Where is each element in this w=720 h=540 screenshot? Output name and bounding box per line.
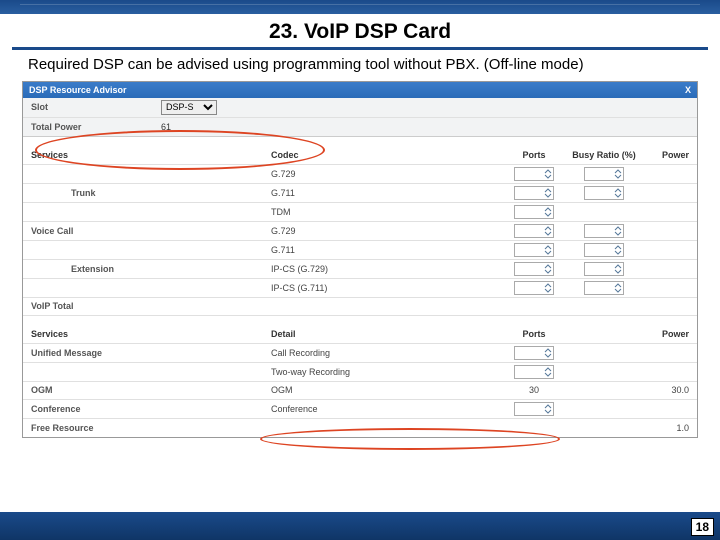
- th-busy: Busy Ratio (%): [569, 150, 639, 160]
- window-titlebar: DSP Resource Advisor X: [23, 82, 697, 98]
- slot-select[interactable]: DSP-S: [161, 100, 217, 115]
- title-underline: [12, 47, 708, 50]
- cell-ogm-ports: 30: [499, 385, 569, 395]
- busy-spinner[interactable]: [584, 224, 624, 238]
- cell-codec: TDM: [271, 207, 499, 217]
- cell-codec: G.729: [271, 226, 499, 236]
- busy-spinner[interactable]: [584, 262, 624, 276]
- busy-spinner[interactable]: [584, 167, 624, 181]
- cell-extension: Extension: [31, 264, 271, 274]
- slide-title: 23. VoIP DSP Card: [0, 14, 720, 47]
- th-services: Services: [31, 150, 271, 160]
- cell-codec: IP-CS (G.729): [271, 264, 499, 274]
- slide-footer-band: [0, 512, 720, 540]
- slide-body-text: Required DSP can be advised using progra…: [0, 56, 720, 81]
- cell-ogm-power: 30.0: [639, 385, 689, 395]
- cell-codec: G.711: [271, 245, 499, 255]
- ports-spinner[interactable]: [514, 365, 554, 379]
- th-codec: Codec: [271, 150, 499, 160]
- th-detail: Detail: [271, 329, 499, 339]
- cell-codec: G.729: [271, 169, 499, 179]
- total-power-label: Total Power: [31, 122, 161, 132]
- cell-free-power: 1.0: [639, 423, 689, 433]
- th-services2: Services: [31, 329, 271, 339]
- cell-codec: IP-CS (G.711): [271, 283, 499, 293]
- cell-free: Free Resource: [31, 423, 271, 433]
- th-ports2: Ports: [499, 329, 569, 339]
- cell-ogm-detail: OGM: [271, 385, 499, 395]
- ports-spinner[interactable]: [514, 281, 554, 295]
- busy-spinner[interactable]: [584, 281, 624, 295]
- ports-spinner[interactable]: [514, 167, 554, 181]
- total-power-value: 61: [161, 122, 261, 132]
- cell-conference-detail: Conference: [271, 404, 499, 414]
- cell-codec: G.711: [271, 188, 499, 198]
- cell-voice-call-label: Voice Call: [31, 226, 271, 236]
- ports-spinner[interactable]: [514, 402, 554, 416]
- ports-spinner[interactable]: [514, 243, 554, 257]
- slide-header-band: [0, 0, 720, 14]
- cell-two-way: Two-way Recording: [271, 367, 499, 377]
- ports-spinner[interactable]: [514, 224, 554, 238]
- ports-spinner[interactable]: [514, 186, 554, 200]
- ports-spinner[interactable]: [514, 346, 554, 360]
- cell-voip-total: VoIP Total: [31, 301, 271, 311]
- th-power: Power: [639, 150, 689, 160]
- ports-spinner[interactable]: [514, 262, 554, 276]
- slot-label: Slot: [31, 102, 161, 112]
- cell-trunk: Trunk: [31, 188, 271, 198]
- screenshot-window: DSP Resource Advisor X Slot DSP-S Total …: [22, 81, 698, 438]
- th-power2: Power: [639, 329, 689, 339]
- window-title: DSP Resource Advisor: [29, 85, 127, 95]
- ports-spinner[interactable]: [514, 205, 554, 219]
- cell-um: Unified Message: [31, 348, 271, 358]
- busy-spinner[interactable]: [584, 243, 624, 257]
- close-icon[interactable]: X: [685, 85, 691, 95]
- busy-spinner[interactable]: [584, 186, 624, 200]
- cell-ogm: OGM: [31, 385, 271, 395]
- page-number: 18: [691, 518, 714, 536]
- th-ports: Ports: [499, 150, 569, 160]
- cell-conference: Conference: [31, 404, 271, 414]
- cell-call-rec: Call Recording: [271, 348, 499, 358]
